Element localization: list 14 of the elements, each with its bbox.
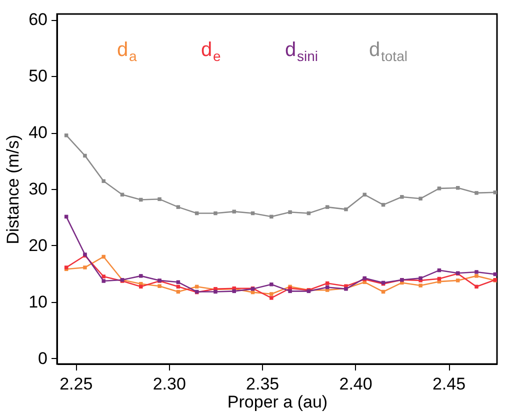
x-tick-label: 2.30 xyxy=(152,374,186,394)
x-tick-label: 2.45 xyxy=(432,374,466,394)
y-tick-label: 30 xyxy=(28,180,48,198)
x-tick-label: 2.35 xyxy=(246,374,280,394)
y-axis-title: Distance (m/s) xyxy=(4,134,23,244)
y-tick-label: 20 xyxy=(28,236,48,255)
y-tick-label: 0 xyxy=(38,348,48,368)
y-tick-label: 50 xyxy=(28,66,48,86)
x-tick-label: 2.25 xyxy=(60,374,93,394)
y-tick-label: 40 xyxy=(28,123,48,142)
x-axis-title: Proper a (au) xyxy=(227,392,328,412)
y-tick-label: 60 xyxy=(28,10,48,30)
y-tick-label: 10 xyxy=(28,292,48,312)
x-tick-label: 2.40 xyxy=(339,374,372,394)
